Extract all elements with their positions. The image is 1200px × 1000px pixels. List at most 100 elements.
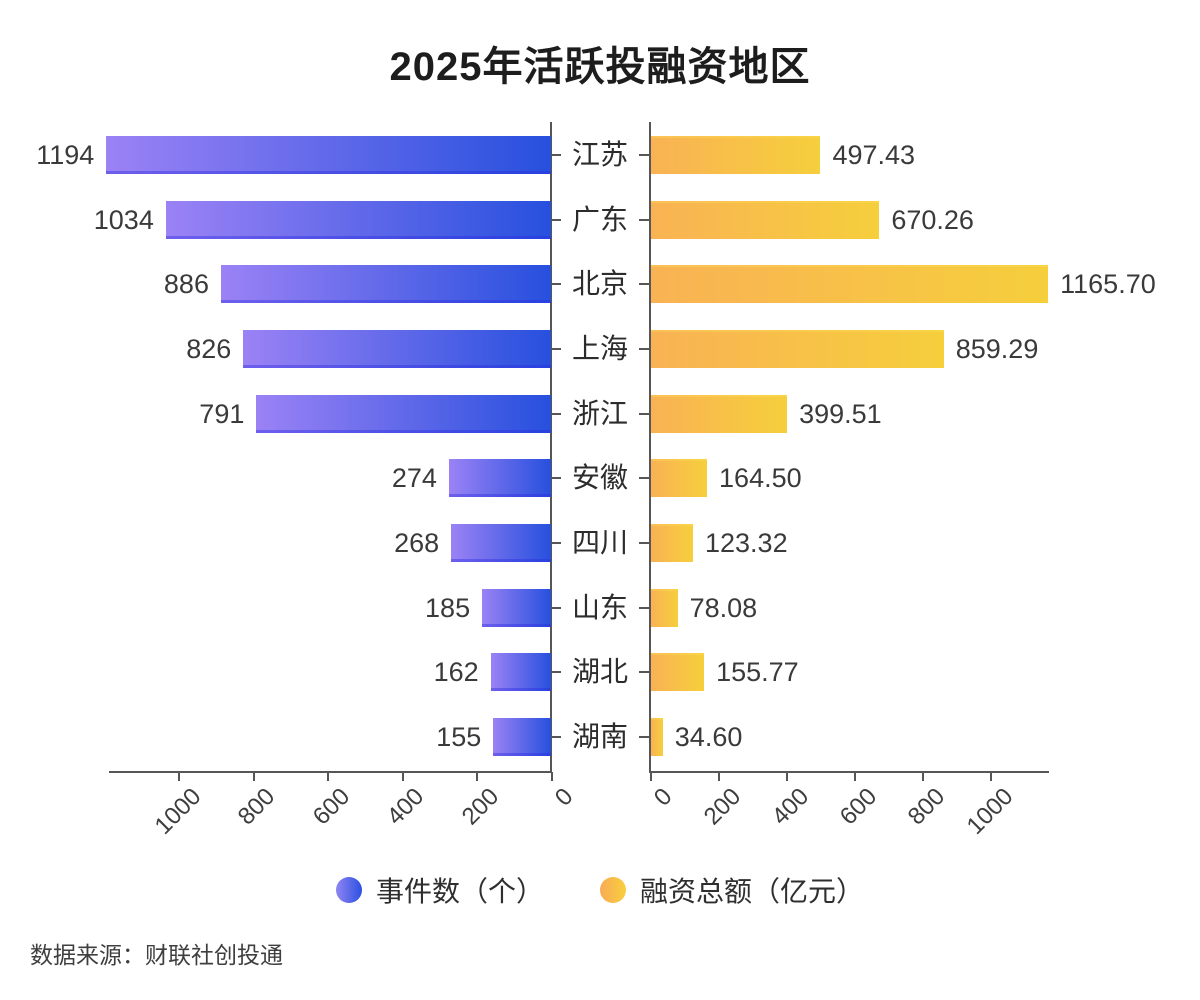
event-count-bar[interactable] [243, 330, 551, 368]
event-count-value-label: 268 [394, 528, 440, 559]
event-count-value-label: 791 [199, 398, 245, 429]
event-count-bar[interactable] [256, 394, 551, 433]
left-axis-tick-label: 800 [233, 783, 281, 831]
left-category-tick [551, 283, 561, 286]
data-source-note: 数据来源：财联社创投通 [30, 942, 283, 968]
category-label: 浙江 [571, 397, 628, 429]
right-axis-tick [922, 772, 925, 781]
funding-amount-bar[interactable] [651, 265, 1049, 304]
right-category-tick [639, 542, 649, 545]
chart-title: 2025年活跃投融资地区 [389, 45, 811, 89]
left-category-tick [551, 477, 561, 480]
event-count-bar[interactable] [106, 136, 551, 174]
right-category-tick [639, 412, 649, 415]
left-axis-tick-label: 200 [456, 783, 505, 831]
right-axis-tick [990, 772, 993, 781]
left-axis-tick [252, 772, 255, 781]
right-category-tick [639, 283, 649, 286]
category-label: 广东 [571, 203, 628, 235]
funding-amount-value-label: 164.50 [719, 463, 802, 494]
event-count-bar[interactable] [493, 718, 551, 757]
funding-legend-dot-icon [600, 877, 626, 903]
funding-amount-bar[interactable] [651, 459, 708, 498]
funding-amount-value-label: 859.29 [955, 334, 1039, 364]
event-count-bar[interactable] [451, 524, 551, 563]
left-category-tick [551, 348, 561, 350]
right-axis-tick-label: 800 [902, 783, 951, 831]
funding-amount-value-label: 1165.70 [1060, 269, 1156, 300]
event-count-value-label: 1034 [93, 204, 154, 235]
left-axis-tick [550, 772, 553, 781]
event-count-value-label: 826 [186, 334, 232, 364]
left-category-tick [551, 412, 561, 415]
funding-amount-value-label: 78.08 [689, 592, 758, 623]
funding-amount-value-label: 497.43 [832, 140, 916, 170]
right-value-axis-line [649, 771, 1049, 773]
category-label: 上海 [571, 333, 628, 364]
category-label: 山东 [571, 591, 628, 623]
left-axis-tick [401, 772, 404, 781]
right-category-tick [639, 606, 649, 609]
event-count-value-label: 1194 [36, 140, 95, 170]
legend-label-events: 事件数（个） [375, 876, 544, 907]
funding-amount-value-label: 123.32 [705, 528, 788, 559]
event-count-bar[interactable] [220, 265, 551, 304]
left-category-axis-line [550, 122, 552, 773]
left-axis-tick-label: 1000 [149, 783, 207, 840]
right-axis-tick-label: 400 [766, 783, 814, 831]
category-label: 湖北 [571, 656, 628, 688]
left-category-tick [551, 154, 561, 156]
funding-amount-value-label: 670.26 [891, 204, 974, 235]
right-axis-tick-label: 600 [834, 783, 883, 831]
event-count-legend-dot-icon [335, 877, 362, 903]
funding-amount-bar[interactable] [651, 200, 880, 239]
category-label: 四川 [571, 527, 628, 559]
event-count-bar[interactable] [165, 200, 551, 239]
left-axis-tick [178, 772, 180, 781]
event-count-value-label: 886 [163, 269, 209, 300]
left-category-tick [551, 218, 561, 221]
funding-amount-bar[interactable] [651, 394, 788, 433]
left-value-axis-line [109, 771, 552, 773]
legend-item-funding[interactable]: 融资总额（亿元） [600, 870, 864, 910]
event-count-bar[interactable] [448, 459, 551, 498]
left-category-tick [551, 542, 561, 545]
funding-amount-bar[interactable] [651, 653, 705, 692]
right-axis-tick [853, 772, 856, 781]
legend: 事件数（个） 融资总额（亿元） [0, 870, 1200, 910]
funding-amount-bar[interactable] [651, 330, 944, 368]
category-label: 江苏 [571, 139, 628, 170]
event-count-value-label: 185 [425, 592, 471, 623]
right-category-tick [639, 477, 649, 480]
left-axis-tick [476, 772, 478, 781]
funding-amount-bar[interactable] [651, 136, 821, 174]
right-axis-tick [717, 772, 720, 781]
left-category-tick [551, 606, 561, 609]
right-category-tick [639, 348, 649, 350]
event-count-value-label: 155 [436, 722, 482, 753]
right-axis-tick-label: 1000 [961, 783, 1019, 840]
event-count-bar[interactable] [490, 653, 551, 692]
left-category-tick [551, 736, 561, 739]
event-count-bar[interactable] [482, 588, 551, 627]
category-label: 北京 [571, 268, 628, 300]
right-axis-tick [785, 772, 788, 781]
right-axis-tick-label: 200 [698, 783, 746, 831]
right-category-tick [639, 671, 649, 674]
funding-amount-bar[interactable] [651, 718, 663, 757]
right-axis-tick-label: 0 [649, 783, 678, 812]
event-count-value-label: 162 [433, 657, 479, 688]
funding-amount-value-label: 155.77 [716, 657, 799, 688]
right-axis-tick [649, 772, 652, 781]
funding-amount-bar[interactable] [651, 588, 678, 627]
left-axis-tick [327, 772, 329, 781]
left-axis-tick-label: 600 [307, 783, 356, 831]
legend-item-events[interactable]: 事件数（个） [335, 870, 544, 910]
event-count-value-label: 274 [391, 463, 437, 494]
category-label: 湖南 [571, 721, 628, 753]
right-category-axis-line [649, 122, 651, 773]
left-category-tick [551, 671, 561, 674]
funding-amount-bar[interactable] [651, 524, 693, 563]
right-category-tick [639, 218, 649, 221]
